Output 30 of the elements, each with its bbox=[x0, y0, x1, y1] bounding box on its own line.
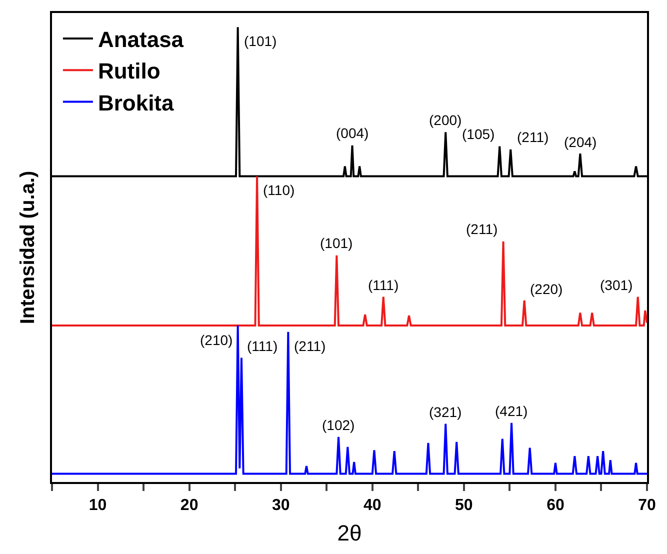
annotation: (321) bbox=[429, 404, 462, 420]
annotation: (200) bbox=[429, 112, 462, 128]
legend-label: Anatasa bbox=[98, 27, 184, 52]
annotation: (111) bbox=[368, 277, 399, 293]
annotation: (211) bbox=[517, 129, 549, 145]
annotation: (211) bbox=[294, 338, 326, 354]
annotation: (111) bbox=[247, 338, 278, 354]
x-tick-label: 70 bbox=[638, 497, 656, 514]
annotation: (105) bbox=[462, 126, 495, 142]
x-tick-label: 10 bbox=[88, 497, 107, 514]
x-axis-title: 2θ bbox=[337, 520, 362, 546]
x-tick-label: 30 bbox=[272, 497, 290, 514]
x-tick-label: 50 bbox=[455, 497, 473, 514]
annotation: (210) bbox=[200, 332, 233, 348]
y-axis-title: Intensidad (u.a.) bbox=[17, 170, 39, 324]
annotation: (220) bbox=[530, 281, 563, 297]
legend-label: Rutilo bbox=[98, 58, 160, 84]
annotation: (102) bbox=[322, 417, 355, 433]
legend-label: Brokita bbox=[98, 90, 175, 116]
x-tick-label: 20 bbox=[180, 497, 198, 514]
x-tick-label: 40 bbox=[363, 497, 382, 514]
annotation: (421) bbox=[495, 403, 528, 419]
annotation: (101) bbox=[244, 33, 277, 49]
annotation: (110) bbox=[263, 182, 295, 198]
annotation: (204) bbox=[564, 134, 597, 150]
annotation: (301) bbox=[600, 277, 633, 293]
annotation: (211) bbox=[466, 221, 498, 237]
annotation: (101) bbox=[320, 235, 353, 251]
annotation: (004) bbox=[336, 125, 369, 141]
x-tick-label: 60 bbox=[546, 497, 564, 514]
